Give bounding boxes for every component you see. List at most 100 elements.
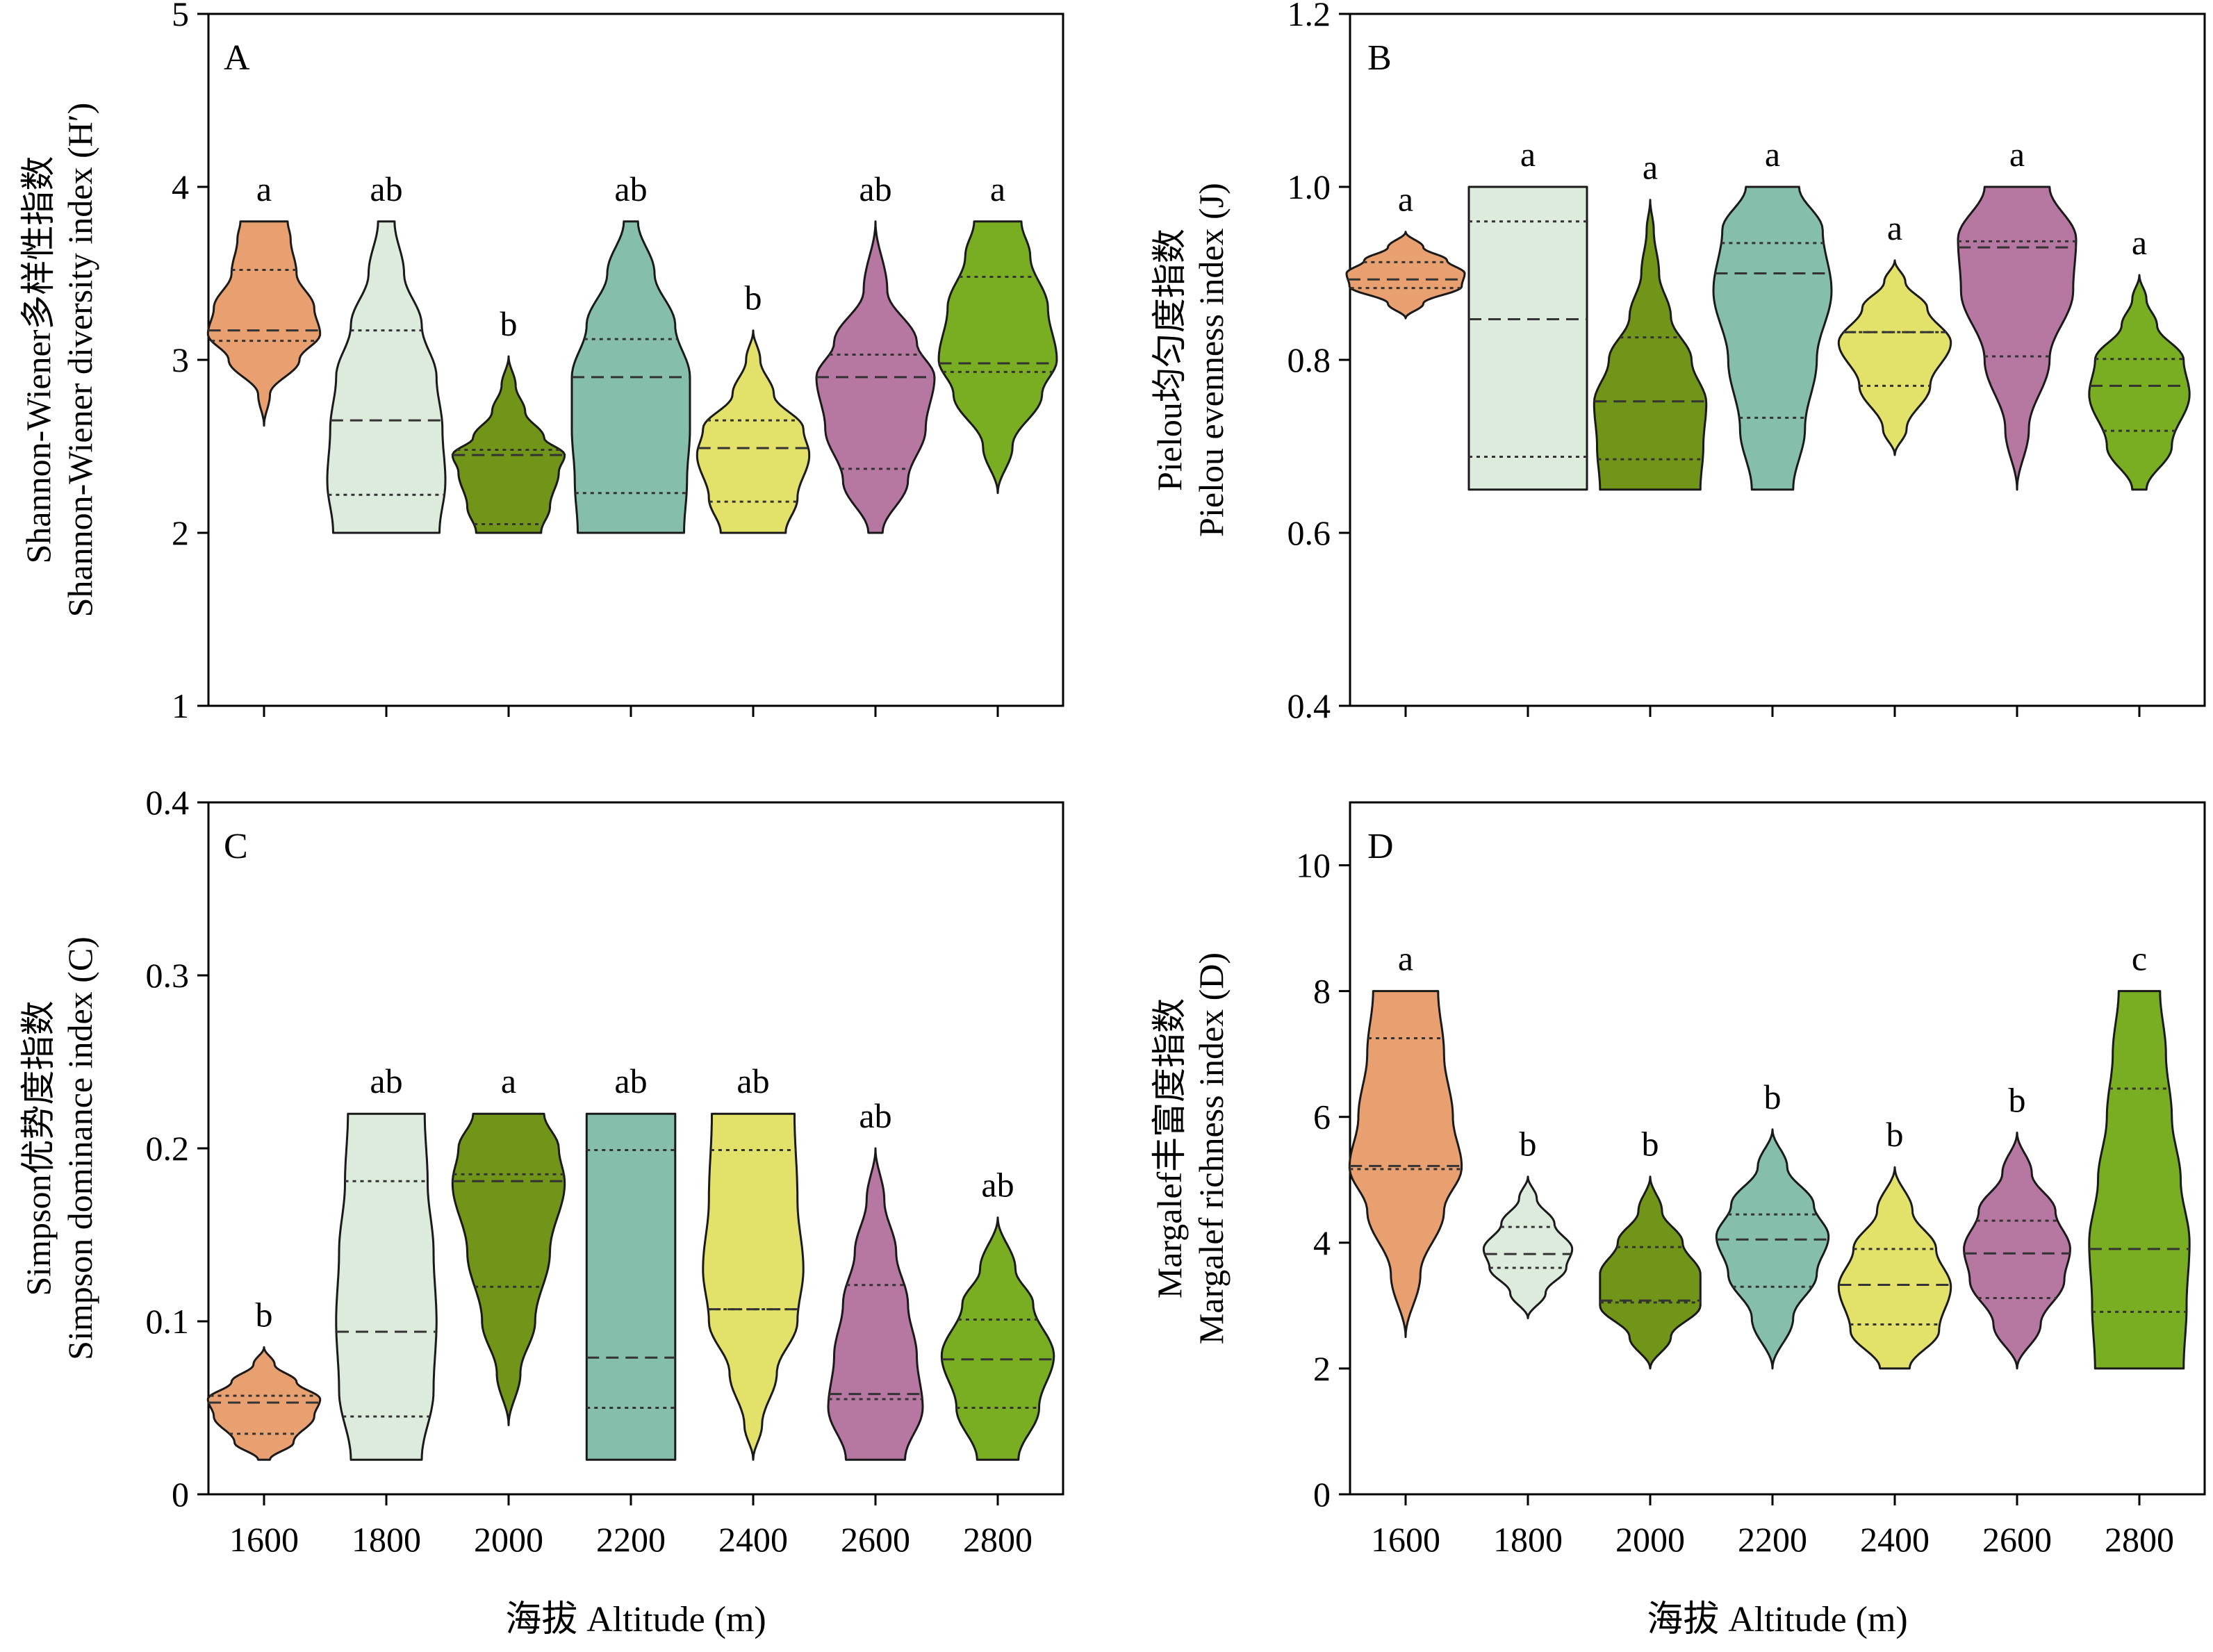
panel-c-ytick-label: 0 [172, 1475, 189, 1514]
panel-a-violin [206, 220, 322, 427]
panel-c-ytick-label: 0.1 [146, 1302, 190, 1341]
panel-c-violin [206, 1346, 322, 1461]
panel-b-ytick-label: 0.8 [1288, 340, 1331, 379]
panel-b-violin [1712, 185, 1833, 491]
panel-c-significance-label: ab [370, 1062, 402, 1100]
panel-a-ylabel-en: Shannon-Wiener diversity index (H′) [60, 103, 99, 618]
panel-c-significance-label: b [256, 1295, 273, 1334]
panel-b-ylabel-cn: Pielou均匀度指数 [1150, 229, 1189, 491]
panel-c-xtick-label: 2600 [841, 1520, 910, 1559]
panel-b-violin [1837, 259, 1952, 456]
panel-c-ytick-label: 0.4 [146, 783, 190, 822]
panel-b-plot-area: 0.4 0.6 0.8 1.0 1.2 a a a a a a a [1288, 0, 2191, 725]
panel-d-violin [2088, 990, 2191, 1370]
panel-a-plot-area: 1 2 3 4 5 a ab b ab b ab a [172, 0, 1058, 725]
panel-c-ytick-label: 0.3 [146, 956, 190, 995]
panel-a-y-axis-title: Shannon-Wiener多样性指数 Shannon-Wiener diver… [19, 103, 99, 618]
panel-a-ytick-label: 2 [172, 513, 189, 552]
panel-a: 1 2 3 4 5 a ab b ab b ab a A Shannon-Wiener多样性指数 Sh… [19, 0, 1064, 725]
x-axis-title-left: 海拔 Altitude (m) [505, 1600, 766, 1639]
panel-b-significance-label: a [2132, 223, 2147, 262]
panel-d-xtick-label: 2600 [1982, 1520, 2052, 1559]
panel-d: 0 2 4 6 8 10 1600 a 1800 b 2000 b 2200 b 2400 b 2600 b 280… [1150, 801, 2206, 1559]
panel-d-ytick-label: 6 [1313, 1098, 1331, 1137]
panel-a-significance-label: ab [859, 170, 891, 208]
panel-c-significance-label: ab [859, 1096, 891, 1135]
panel-d-ytick-label: 4 [1313, 1223, 1331, 1262]
panel-b-significance-label: a [1398, 180, 1413, 219]
panel-d-significance-label: b [2009, 1080, 2026, 1119]
panel-b-ytick-label: 0.4 [1288, 686, 1331, 725]
panel-d-violin [1348, 990, 1463, 1339]
panel-c-letter: C [224, 827, 248, 866]
panel-d-significance-label: a [1398, 939, 1413, 978]
panel-b-significance-label: a [1887, 208, 1902, 247]
panel-c-ylabel-en: Simpson dominance index (C) [60, 936, 99, 1360]
panel-c-plot-area: 0 0.1 0.2 0.3 0.4 1600 b 1800 ab 2000 a 2200 ab 2400 a… [146, 783, 1055, 1559]
panel-d-frame [1349, 801, 2206, 1496]
panel-c-xtick-label: 2800 [963, 1520, 1033, 1559]
panel-c-ylabel-cn: Simpson优势度指数 [19, 1000, 58, 1296]
panel-b-violin [1593, 199, 1708, 491]
panel-d-xtick-label: 2000 [1615, 1520, 1685, 1559]
panel-c-xtick-label: 2000 [474, 1520, 543, 1559]
panel-a-significance-label: a [256, 170, 272, 208]
panel-a-ytick-label: 5 [172, 0, 189, 33]
panel-a-ytick-label: 4 [172, 167, 189, 206]
panel-d-ytick-label: 0 [1313, 1475, 1331, 1514]
panel-c-significance-label: ab [981, 1166, 1014, 1205]
panel-c: 0 0.1 0.2 0.3 0.4 1600 b 1800 ab 2000 a 2200 ab 2400 a… [19, 783, 1064, 1559]
panel-d-ylabel-cn: Margalef丰富度指数 [1150, 998, 1189, 1298]
panel-d-violin [1715, 1128, 1830, 1370]
panel-b-y-axis-title: Pielou均匀度指数 Pielou evenness index (J) [1150, 183, 1231, 537]
panel-a-significance-label: b [500, 304, 518, 343]
x-axis-title-right: 海拔 Altitude (m) [1647, 1600, 1908, 1639]
panel-d-letter: D [1367, 827, 1394, 866]
panel-a-significance-label: a [990, 170, 1005, 208]
panel-a-violin [937, 220, 1058, 495]
panel-a-ytick-label: 1 [172, 686, 189, 725]
panel-b-ylabel-en: Pielou evenness index (J) [1192, 183, 1231, 537]
panel-d-violin [1837, 1166, 1952, 1370]
panel-d-significance-label: b [1520, 1125, 1537, 1164]
panel-c-violin [702, 1112, 805, 1461]
panel-a-violin [696, 329, 811, 534]
panel-b-significance-label: a [1765, 135, 1780, 174]
panel-a-significance-label: b [745, 279, 762, 317]
panel-d-ytick-label: 2 [1313, 1349, 1331, 1388]
panel-c-violin [335, 1112, 438, 1461]
panel-a-ytick-label: 3 [172, 340, 189, 379]
panel-d-significance-label: b [1764, 1077, 1782, 1116]
panel-b: 0.4 0.6 0.8 1.0 1.2 a a a a a a a B Pielou均匀度指数 Pie… [1150, 0, 2206, 725]
panel-a-significance-label: ab [614, 170, 647, 208]
panel-c-violin [940, 1216, 1055, 1461]
panel-c-violin [585, 1112, 677, 1461]
panel-d-ytick-label: 10 [1296, 846, 1331, 885]
panel-c-significance-label: ab [614, 1062, 647, 1100]
panel-d-xtick-label: 2800 [2105, 1520, 2174, 1559]
panel-c-violin [451, 1112, 566, 1426]
panel-d-significance-label: b [1642, 1125, 1659, 1164]
panel-c-significance-label: ab [737, 1062, 769, 1100]
panel-c-xtick-label: 1600 [229, 1520, 299, 1559]
panel-c-xtick-label: 1800 [352, 1520, 421, 1559]
panel-c-ytick-label: 0.2 [146, 1129, 190, 1168]
panel-b-violin [1467, 185, 1588, 491]
panel-d-plot-area: 0 2 4 6 8 10 1600 a 1800 b 2000 b 2200 b 2400 b 2600 b 280… [1296, 846, 2191, 1559]
panel-b-significance-label: a [1520, 135, 1536, 174]
panel-a-letter: A [224, 38, 250, 78]
panel-b-letter: B [1367, 38, 1392, 78]
panel-c-xtick-label: 2400 [718, 1520, 788, 1559]
panel-d-xtick-label: 1600 [1371, 1520, 1440, 1559]
panel-c-xtick-label: 2200 [596, 1520, 666, 1559]
panel-b-ytick-label: 1.2 [1288, 0, 1331, 33]
panel-d-xtick-label: 1800 [1493, 1520, 1563, 1559]
panel-d-ytick-label: 8 [1313, 972, 1331, 1011]
panel-d-xtick-label: 2200 [1738, 1520, 1807, 1559]
panel-b-ytick-label: 1.0 [1288, 167, 1331, 206]
panel-a-violin [326, 220, 447, 534]
panel-d-violin [1599, 1175, 1702, 1370]
panel-d-violin [1482, 1175, 1574, 1319]
panel-c-violin [827, 1147, 924, 1461]
